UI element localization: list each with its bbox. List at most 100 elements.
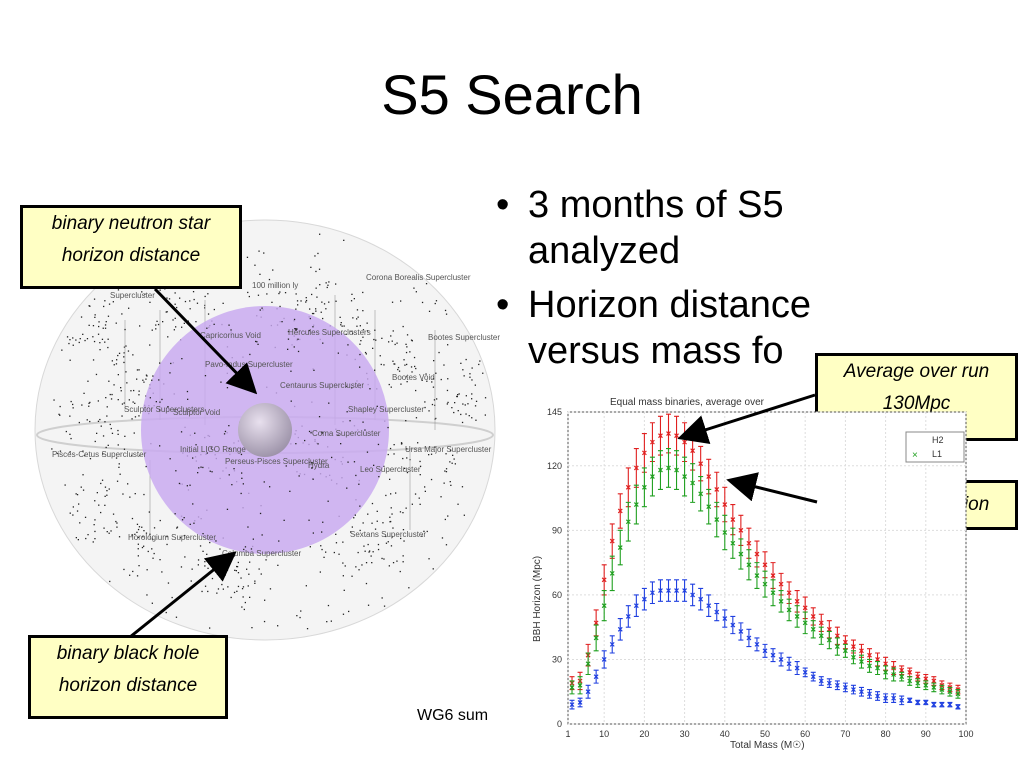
- sky-map-label: Sculptor Void: [173, 408, 220, 417]
- galaxy-dot: [59, 414, 61, 416]
- galaxy-dot: [222, 588, 224, 590]
- galaxy-dot: [127, 350, 130, 352]
- galaxy-dot: [432, 568, 434, 570]
- galaxy-dot: [469, 373, 471, 375]
- galaxy-dot: [371, 562, 373, 564]
- galaxy-dot: [136, 575, 139, 577]
- galaxy-dot: [159, 401, 161, 403]
- galaxy-dot: [382, 522, 384, 524]
- galaxy-dot: [406, 471, 409, 474]
- data-point: [698, 596, 704, 602]
- galaxy-dot: [296, 328, 298, 330]
- galaxy-dot: [315, 310, 317, 312]
- galaxy-dot: [298, 475, 300, 477]
- galaxy-dot: [202, 466, 204, 469]
- galaxy-dot: [176, 526, 179, 528]
- galaxy-dot: [89, 420, 91, 423]
- galaxy-dot: [213, 323, 215, 325]
- sky-map-label: Initial LIGO Range: [180, 445, 246, 454]
- galaxy-dot: [403, 540, 405, 542]
- galaxy-dot: [118, 463, 120, 465]
- data-point: [891, 695, 897, 701]
- galaxy-dot: [305, 299, 308, 302]
- data-point: [899, 674, 905, 680]
- galaxy-dot: [233, 591, 236, 594]
- galaxy-dot: [445, 313, 448, 315]
- galaxy-dot: [391, 513, 393, 515]
- galaxy-dot: [93, 340, 96, 343]
- galaxy-dot: [88, 324, 90, 326]
- galaxy-dot: [68, 342, 70, 345]
- galaxy-dot: [230, 596, 232, 599]
- sky-map-label: Pisces-Cetus Supercluster: [52, 450, 147, 459]
- galaxy-dot: [349, 420, 351, 422]
- galaxy-dot: [316, 296, 318, 298]
- galaxy-dot: [80, 316, 83, 318]
- galaxy-dot: [241, 477, 243, 479]
- galaxy-dot: [259, 309, 261, 311]
- data-point: [826, 680, 832, 686]
- data-point: [617, 508, 623, 514]
- data-point: [617, 545, 623, 550]
- data-point: [601, 603, 607, 609]
- x-tick-label: 30: [680, 729, 690, 739]
- galaxy-dot: [106, 415, 108, 417]
- galaxy-dot: [475, 419, 477, 421]
- galaxy-dot: [223, 433, 226, 435]
- data-point: [674, 588, 679, 594]
- data-point: [593, 620, 599, 626]
- data-point: [867, 691, 872, 697]
- galaxy-dot: [392, 562, 395, 564]
- galaxy-dot: [72, 506, 74, 508]
- galaxy-dot: [312, 326, 314, 328]
- galaxy-dot: [471, 398, 473, 400]
- galaxy-dot: [107, 315, 110, 317]
- galaxy-dot: [388, 341, 390, 343]
- data-point: [778, 657, 784, 662]
- data-point: [730, 540, 736, 546]
- galaxy-dot: [248, 573, 250, 575]
- galaxy-dot: [385, 494, 387, 497]
- galaxy-dot: [263, 252, 265, 254]
- galaxy-dot: [151, 379, 153, 381]
- galaxy-dot: [65, 430, 67, 433]
- galaxy-dot: [206, 327, 208, 329]
- galaxy-dot: [168, 298, 171, 300]
- galaxy-dot: [465, 413, 467, 415]
- galaxy-dot: [344, 565, 346, 567]
- galaxy-dot: [343, 325, 345, 327]
- galaxy-dot: [94, 530, 96, 533]
- data-point: [867, 663, 872, 669]
- galaxy-dot: [445, 453, 447, 455]
- galaxy-dot: [372, 551, 374, 553]
- galaxy-dot: [295, 329, 297, 331]
- galaxy-dot: [397, 368, 399, 371]
- galaxy-dot: [57, 452, 59, 455]
- galaxy-dot: [53, 399, 55, 401]
- galaxy-dot: [295, 328, 297, 330]
- galaxy-dot: [399, 511, 402, 513]
- sky-map-label: Shapley Supercluster: [348, 405, 424, 414]
- data-point: [762, 648, 768, 654]
- galaxy-dot: [137, 543, 139, 545]
- galaxy-dot: [204, 585, 207, 587]
- galaxy-dot: [346, 411, 348, 413]
- series-1: [569, 448, 961, 699]
- galaxy-dot: [151, 602, 153, 604]
- galaxy-dot: [242, 586, 245, 588]
- galaxy-dot: [159, 559, 161, 561]
- data-point: [842, 639, 848, 645]
- data-point: [569, 702, 575, 708]
- galaxy-dot: [353, 461, 356, 463]
- galaxy-dot: [287, 330, 290, 333]
- galaxy-dot: [414, 493, 417, 495]
- galaxy-dot: [373, 464, 375, 466]
- galaxy-dot: [201, 590, 203, 593]
- galaxy-dot: [259, 512, 262, 515]
- galaxy-dot: [159, 289, 161, 291]
- galaxy-dot: [129, 496, 131, 498]
- galaxy-dot: [359, 353, 361, 356]
- data-point: [931, 702, 937, 708]
- galaxy-dot: [59, 405, 61, 408]
- galaxy-dot: [444, 518, 446, 521]
